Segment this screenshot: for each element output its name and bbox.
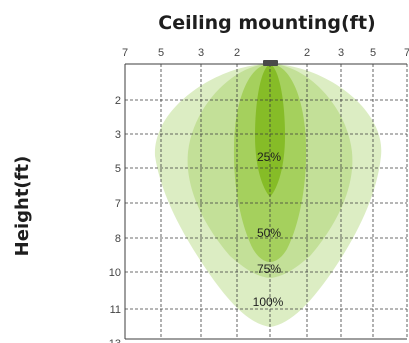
x-tick-label: 5 [370,47,376,59]
x-tick-label: 2 [304,47,310,59]
y-tick-label: 10 [109,267,121,279]
x-tick-label: 5 [158,47,164,59]
x-tick-label: 7 [122,47,128,59]
y-tick-label: 3 [115,129,121,141]
zone-label-50-percent: 50% [257,226,281,240]
y-tick-label: 7 [115,198,121,210]
zone-label-100-percent: 100% [253,295,284,309]
coverage-zones [154,64,382,327]
y-tick-labels: 2 3 5 7 8 10 11 13 [109,95,121,343]
y-tick-label: 8 [115,233,121,245]
x-tick-labels: 7 5 3 2 2 3 5 7 [122,47,409,59]
y-tick-label: 13 [109,338,121,343]
y-tick-label: 2 [115,95,121,107]
zone-labels: 100% 75% 50% 25% [253,150,284,309]
chart-title: Ceiling mounting(ft) [158,12,375,34]
light-fixture [263,60,278,66]
y-tick-label: 5 [115,163,121,175]
zone-label-75-percent: 75% [257,262,281,276]
zone-label-25-percent: 25% [257,150,281,164]
x-tick-label: 7 [404,47,409,59]
y-tick-label: 11 [110,304,121,316]
x-tick-label: 3 [198,47,204,59]
x-tick-label: 3 [338,47,344,59]
x-tick-label: 2 [234,47,240,59]
y-axis-label: Height(ft) [12,156,33,257]
grid-lines [124,63,408,340]
